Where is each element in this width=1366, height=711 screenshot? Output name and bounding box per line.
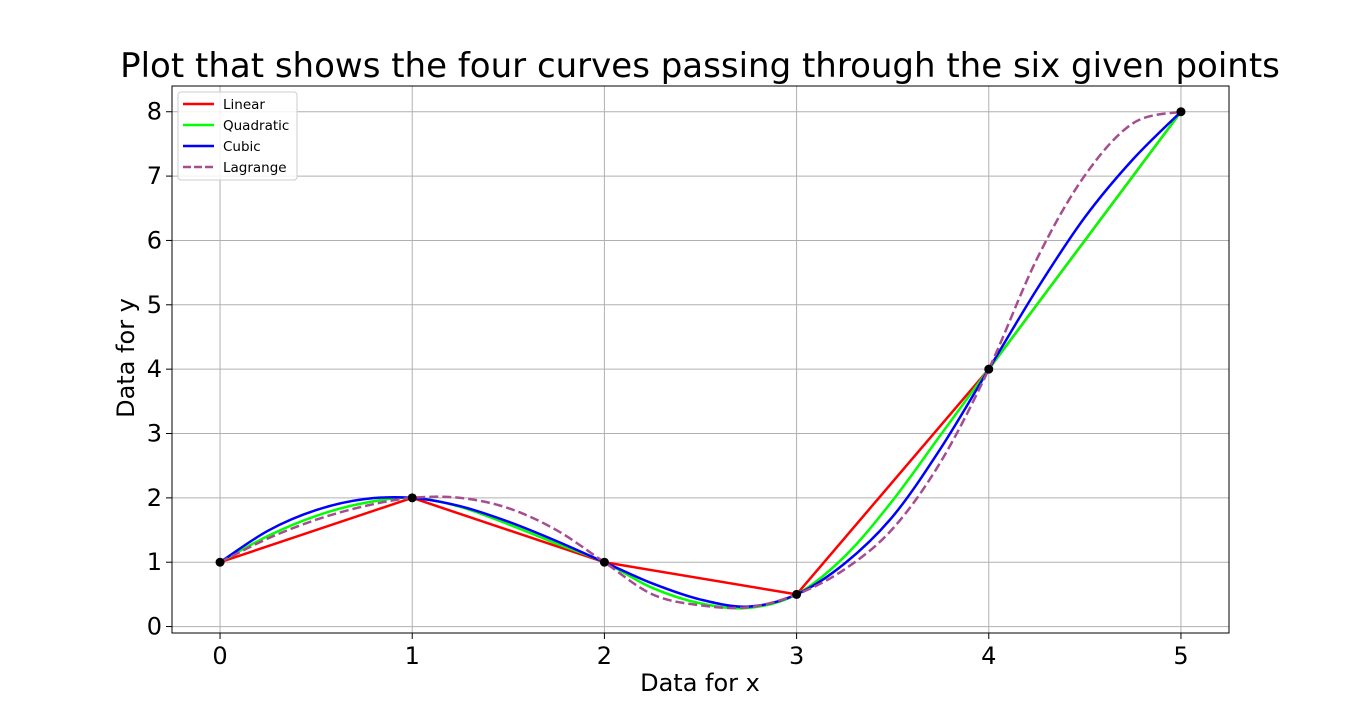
- x-tick-label: 2: [597, 642, 612, 670]
- data-point: [407, 493, 417, 503]
- x-tick-label: 0: [212, 642, 227, 670]
- data-point: [215, 557, 225, 567]
- x-tick-label: 5: [1173, 642, 1188, 670]
- legend-entry: Quadratic: [223, 118, 289, 134]
- y-tick-label: 3: [147, 420, 162, 448]
- plot-frame: [171, 85, 1230, 634]
- series-layer: [219, 110, 1182, 610]
- y-tick-label: 6: [147, 226, 162, 254]
- legend-entry: Lagrange: [223, 160, 287, 176]
- data-points: [215, 107, 1186, 599]
- y-tick-label: 4: [147, 355, 162, 383]
- y-tick-label: 1: [147, 548, 162, 576]
- y-tick-label: 5: [147, 291, 162, 319]
- ticks: 0 1 2 3 4 5 0 1 2 3 4 5 6 7 8: [147, 98, 1189, 670]
- x-axis-label: Data for x: [640, 669, 760, 697]
- x-tick-label: 1: [405, 642, 420, 670]
- grid: [172, 86, 1229, 633]
- legend: Linear Quadratic Cubic Lagrange: [177, 91, 298, 181]
- x-tick-label: 3: [789, 642, 804, 670]
- series-linear-line: [219, 110, 1182, 596]
- series-lagrange-line: [219, 110, 1182, 610]
- series-cubic-line: [219, 110, 1182, 608]
- data-point: [1176, 107, 1186, 117]
- chart-title: Plot that shows the four curves passing …: [120, 46, 1280, 86]
- series-quadratic-line: [219, 110, 1182, 610]
- legend-box: [177, 91, 298, 181]
- y-tick-label: 8: [147, 98, 162, 126]
- legend-entry: Cubic: [223, 139, 261, 155]
- y-tick-label: 2: [147, 484, 162, 512]
- data-point: [984, 364, 994, 374]
- y-tick-label: 7: [147, 162, 162, 190]
- data-point: [792, 589, 802, 599]
- x-tick-label: 4: [981, 642, 996, 670]
- y-axis-label: Data for y: [112, 298, 140, 418]
- data-point: [599, 557, 609, 567]
- y-tick-label: 0: [147, 613, 162, 641]
- legend-entry: Linear: [223, 97, 265, 113]
